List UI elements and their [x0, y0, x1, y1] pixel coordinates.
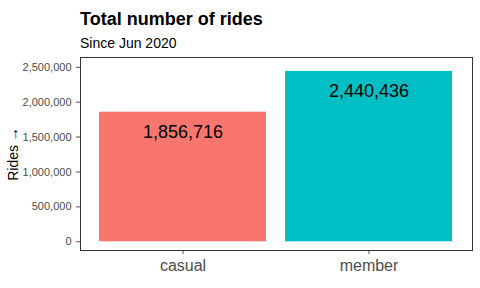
svg-text:2,000,000: 2,000,000: [23, 96, 72, 108]
svg-text:2,500,000: 2,500,000: [23, 61, 72, 73]
svg-text:0: 0: [65, 235, 71, 247]
svg-text:2,440,436: 2,440,436: [329, 81, 409, 101]
html-text:Since Jun 2020: Since Jun 2020: [80, 35, 177, 51]
svg-text:Rides →: Rides →: [5, 127, 21, 181]
html-text:Total number of rides: Total number of rides: [80, 9, 263, 29]
svg-text:casual: casual: [160, 257, 206, 274]
svg-text:1,500,000: 1,500,000: [23, 131, 72, 143]
svg-text:1,000,000: 1,000,000: [23, 165, 72, 177]
svg-text:1,856,716: 1,856,716: [143, 122, 223, 142]
svg-text:500,000: 500,000: [32, 200, 72, 212]
svg-text:member: member: [340, 257, 399, 274]
